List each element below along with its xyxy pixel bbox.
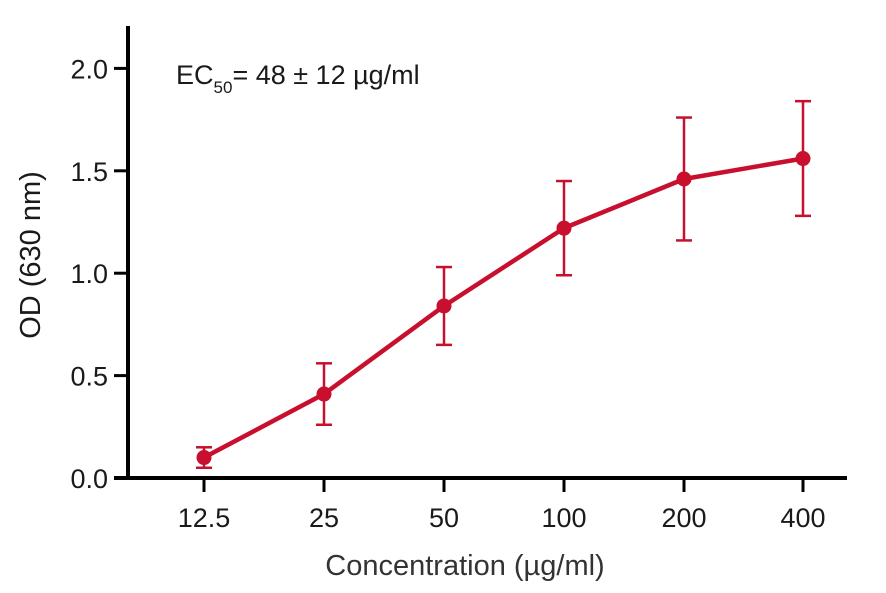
y-tick-label: 1.5: [70, 157, 108, 187]
y-tick-label: 0.5: [70, 362, 108, 392]
x-tick-label: 50: [429, 503, 459, 533]
y-tick-label: 0.0: [70, 464, 108, 494]
x-tick-label: 12.5: [178, 503, 231, 533]
x-tick-label: 25: [309, 503, 339, 533]
ec50-annotation: EC50= 48 ± 12 µg/ml: [176, 60, 420, 97]
data-point: [196, 450, 212, 466]
data-point: [795, 151, 811, 167]
data-point: [436, 298, 452, 314]
ec50-annotation-main: EC: [176, 60, 214, 90]
y-tick-label: 1.0: [70, 259, 108, 289]
x-tick-label: 200: [661, 503, 706, 533]
x-axis: 12.5 25 50 100 200 400: [114, 476, 847, 533]
ec50-annotation-value: = 48 ± 12 µg/ml: [232, 60, 419, 90]
data-series: [196, 99, 811, 470]
data-point: [556, 220, 572, 236]
x-tick-label: 100: [541, 503, 586, 533]
ec50-annotation-subscript: 50: [214, 78, 233, 97]
x-axis-title: Concentration (µg/ml): [325, 550, 604, 582]
y-tick-label: 2.0: [70, 54, 108, 84]
x-tick-label: 400: [780, 503, 825, 533]
data-point: [316, 386, 332, 402]
y-axis-title: OD (630 nm): [15, 171, 47, 339]
data-point: [676, 171, 692, 187]
series-line: [202, 156, 804, 460]
y-axis: 0.0 0.5 1.0 1.5 2.0: [70, 26, 130, 494]
